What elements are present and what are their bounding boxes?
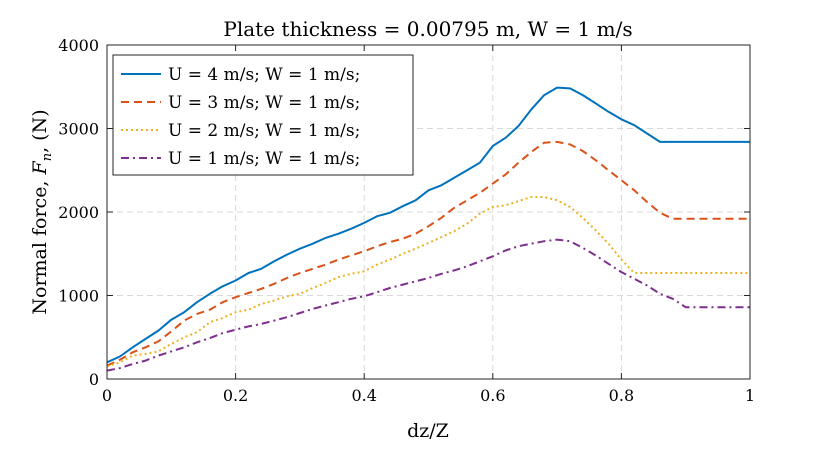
x-axis-label: dz/Z	[407, 420, 449, 442]
x-tick-label: 0.2	[223, 386, 248, 405]
y-tick-label: 4000	[58, 36, 99, 55]
y-tick-label: 3000	[58, 120, 99, 139]
chart-title: Plate thickness = 0.00795 m, W = 1 m/s	[223, 17, 632, 41]
series-line-1	[106, 86, 750, 364]
legend-label-4: U = 1 m/s; W = 1 m/s;	[168, 149, 360, 169]
x-tick-label: 0.4	[351, 386, 376, 405]
series-group	[106, 86, 750, 372]
legend-box	[112, 54, 414, 176]
legend-label-1: U = 4 m/s; W = 1 m/s;	[168, 65, 360, 85]
x-tick-label: 0.8	[609, 386, 634, 405]
legend-label-3: U = 2 m/s; W = 1 m/s;	[168, 121, 360, 141]
y-tick-label: 0	[89, 370, 99, 389]
x-tick-label: 1	[745, 386, 755, 405]
x-tick-label: 0.6	[480, 386, 505, 405]
y-tick-label: 1000	[58, 287, 99, 306]
legend: U = 4 m/s; W = 1 m/s; U = 3 m/s; W = 1 m/…	[112, 54, 414, 176]
y-tick-label: 2000	[58, 203, 99, 222]
x-tick-label: 0	[102, 386, 112, 405]
y-axis-label: Normal force, Fn, (N)	[29, 109, 55, 314]
series-line-4	[106, 238, 750, 372]
series-line-2	[106, 140, 750, 367]
legend-label-2: U = 3 m/s; W = 1 m/s;	[168, 93, 360, 113]
ticks: 0 0.2 0.4 0.6 0.8 1 0 1000 2000 3000 4000	[58, 36, 755, 405]
